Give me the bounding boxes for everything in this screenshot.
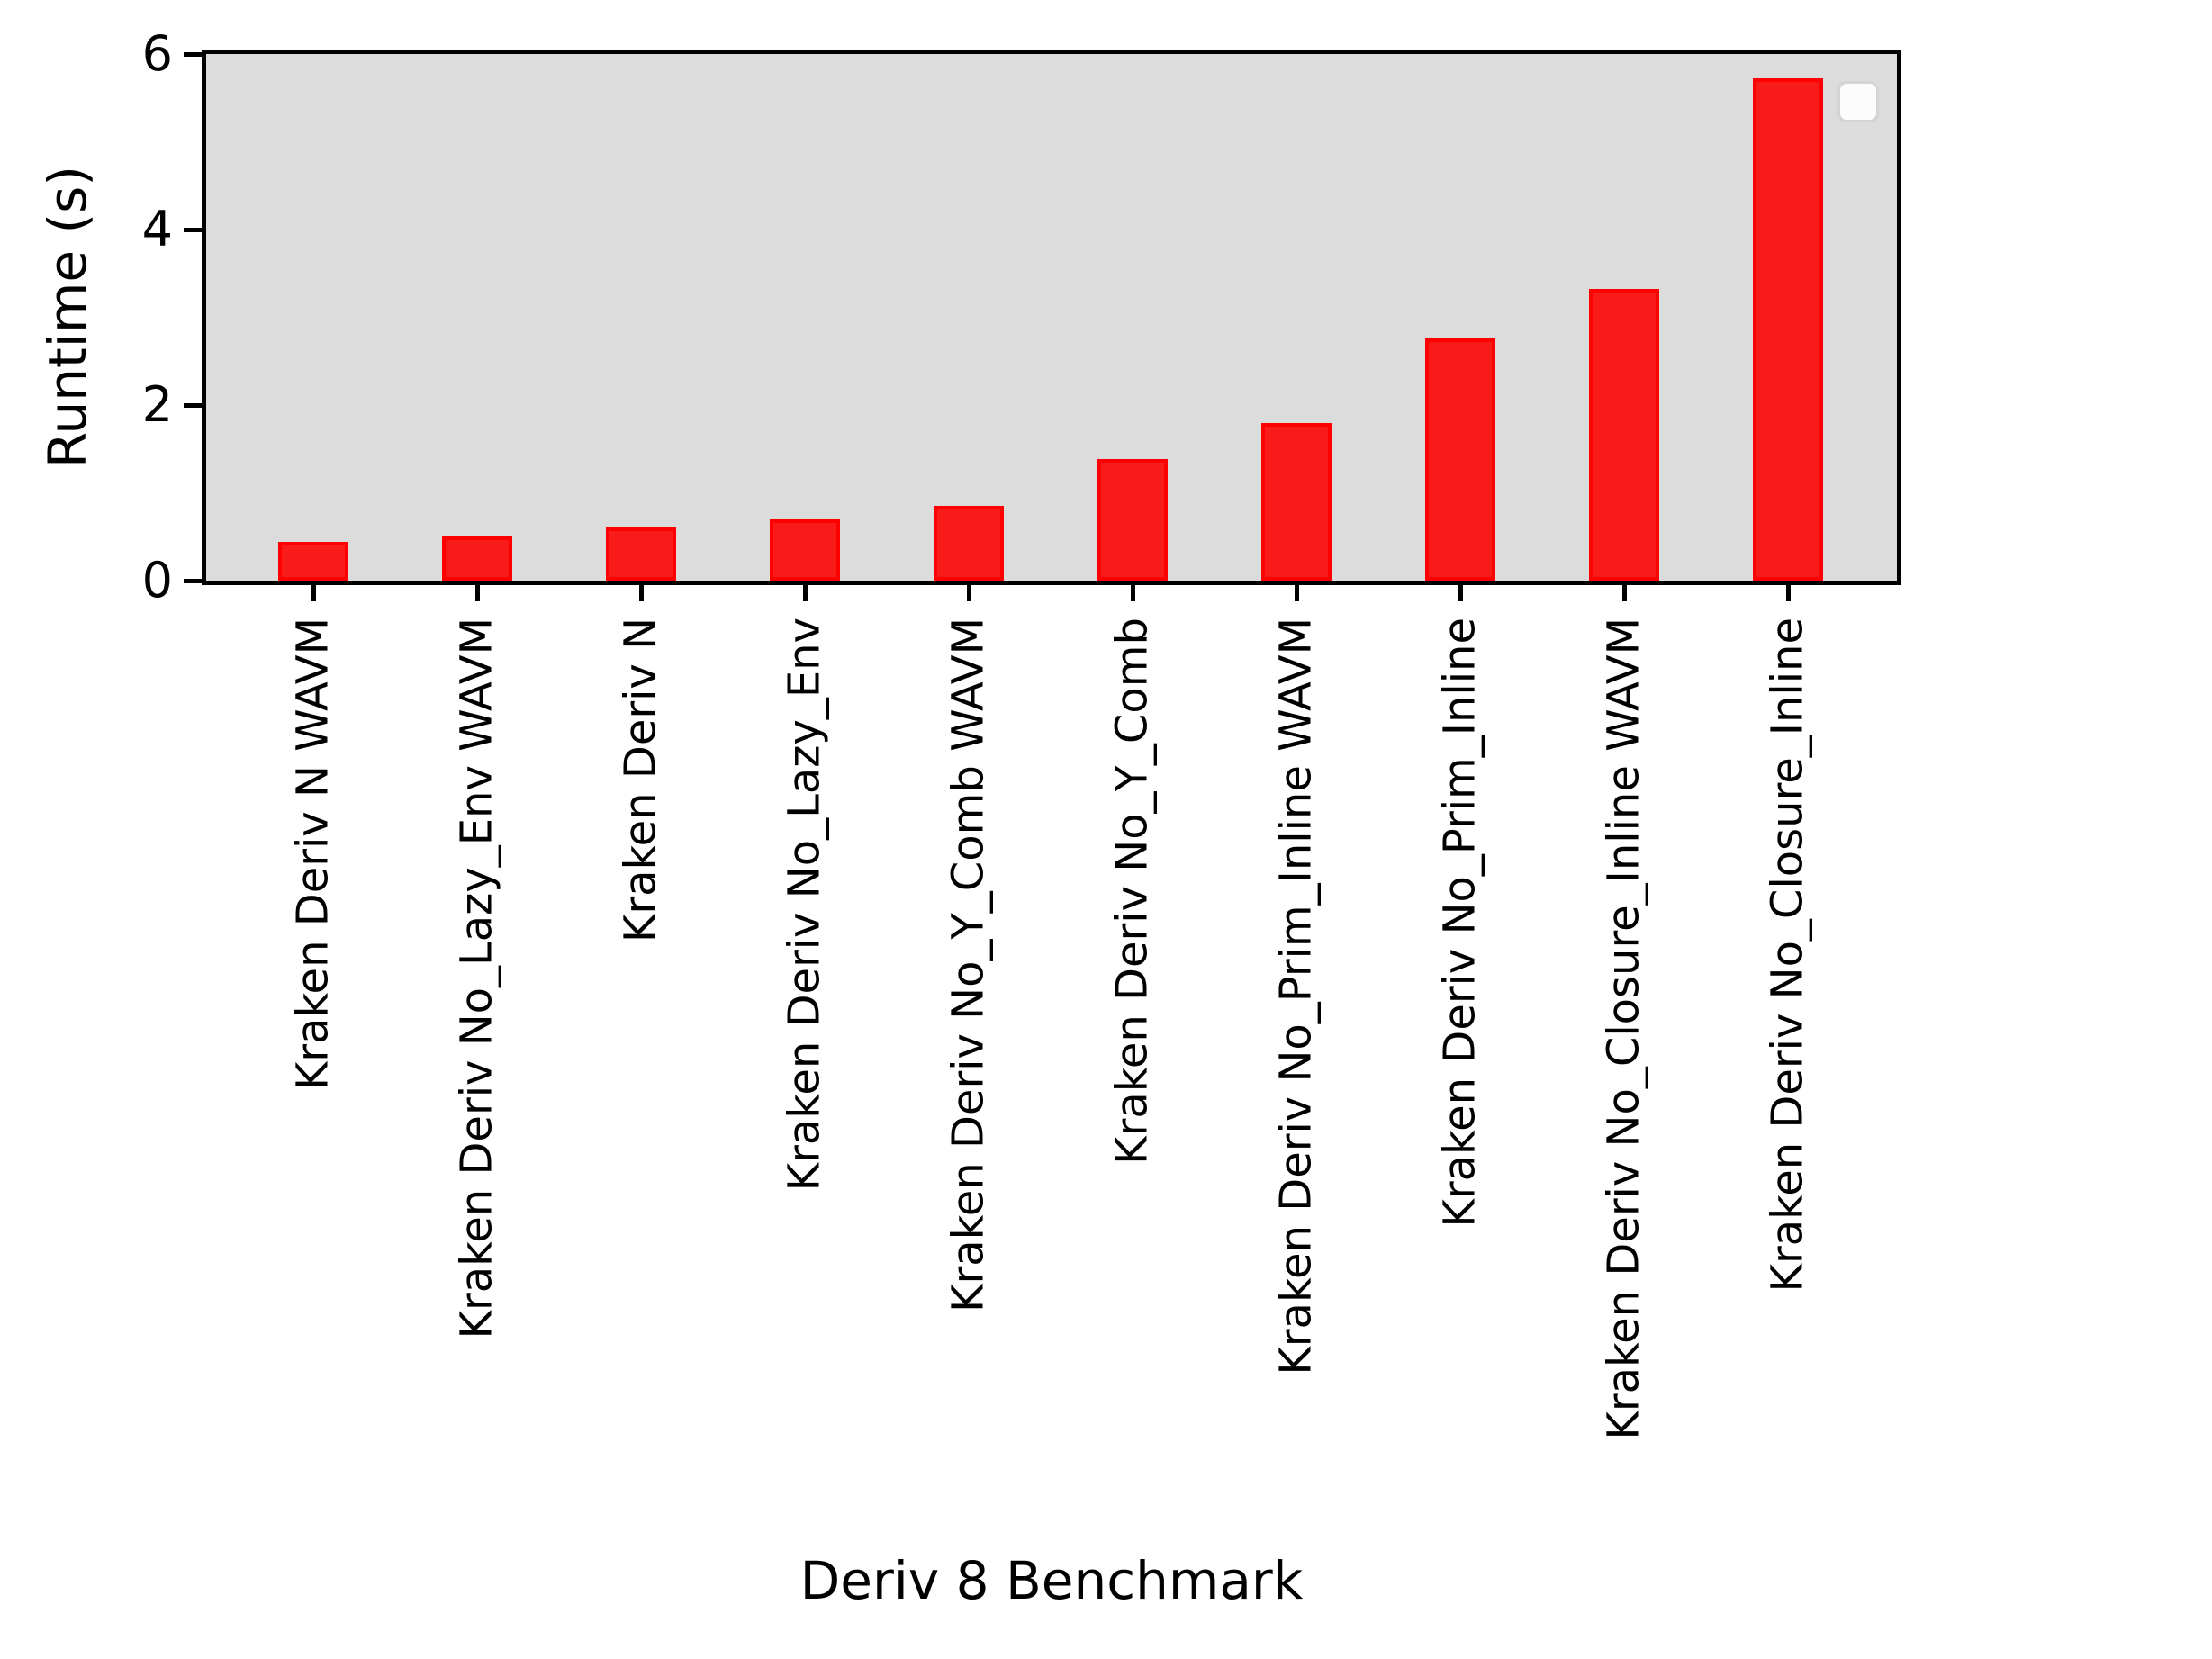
bar — [934, 506, 1004, 581]
legend-box — [1837, 81, 1879, 122]
y-axis-title: Runtime (s) — [37, 166, 98, 469]
x-category-label: Kraken Deriv No_Prim_Inline — [1434, 618, 1485, 1228]
x-tick-mark — [311, 583, 316, 601]
bar — [1097, 459, 1168, 581]
x-category-label-wrap: Kraken Deriv No_Prim_Inline WAVM — [1270, 618, 1322, 1379]
x-category-label: Kraken Deriv No_Closure_Inline WAVM — [1598, 618, 1649, 1440]
x-category-label-wrap: Kraken Deriv No_Y_Comb — [1106, 618, 1158, 1168]
x-category-label-wrap: Kraken Deriv No_Prim_Inline — [1434, 618, 1485, 1231]
x-category-label: Kraken Deriv N — [615, 618, 666, 943]
x-category-label-wrap: Kraken Deriv No_Y_Comb WAVM — [943, 618, 993, 1316]
x-category-label-wrap: Kraken Deriv N WAVM — [287, 618, 339, 1094]
x-axis-title: Deriv 8 Benchmark — [799, 1550, 1304, 1611]
bar — [770, 518, 840, 581]
x-category-label: Kraken Deriv No_Closure_Inline — [1762, 618, 1813, 1293]
y-tick-label: 0 — [141, 552, 173, 609]
x-category-label: Kraken Deriv No_Y_Comb — [1106, 618, 1158, 1165]
x-category-label: Kraken Deriv N WAVM — [287, 618, 339, 1091]
x-tick-mark — [1786, 583, 1791, 601]
x-category-label: Kraken Deriv No_Prim_Inline WAVM — [1270, 618, 1322, 1375]
y-tick-mark — [184, 579, 202, 583]
x-category-label-wrap: Kraken Deriv No_Closure_Inline — [1762, 618, 1813, 1295]
x-tick-mark — [803, 583, 808, 601]
y-tick-label: 4 — [141, 201, 173, 257]
x-category-label: Kraken Deriv No_Lazy_Env WAVM — [451, 618, 502, 1339]
y-axis-title-wrap: Runtime (s) — [27, 50, 108, 585]
x-category-label-wrap: Kraken Deriv No_Lazy_Env — [779, 618, 830, 1195]
bar — [1425, 338, 1495, 581]
y-tick-label: 6 — [141, 25, 173, 82]
y-tick-mark — [184, 228, 202, 232]
y-tick-label: 2 — [141, 376, 173, 433]
bar — [278, 542, 348, 581]
bar — [606, 527, 676, 581]
y-tick-mark — [184, 403, 202, 408]
x-category-label-wrap: Kraken Deriv N — [615, 618, 666, 946]
x-category-label-wrap: Kraken Deriv No_Closure_Inline WAVM — [1598, 618, 1649, 1444]
x-category-label: Kraken Deriv No_Y_Comb WAVM — [943, 618, 994, 1312]
bar — [1261, 422, 1332, 581]
x-tick-mark — [639, 583, 644, 601]
y-tick-mark — [184, 52, 202, 57]
x-tick-mark — [1295, 583, 1299, 601]
plot-area — [202, 50, 1901, 585]
x-tick-mark — [1622, 583, 1627, 601]
bar — [1589, 289, 1659, 581]
x-tick-mark — [475, 583, 480, 601]
x-tick-mark — [1458, 583, 1463, 601]
bar — [442, 536, 512, 581]
x-tick-mark — [1131, 583, 1135, 601]
bar — [1753, 78, 1823, 581]
x-tick-mark — [967, 583, 971, 601]
x-category-label: Kraken Deriv No_Lazy_Env — [779, 618, 830, 1192]
x-category-label-wrap: Kraken Deriv No_Lazy_Env WAVM — [451, 618, 502, 1342]
